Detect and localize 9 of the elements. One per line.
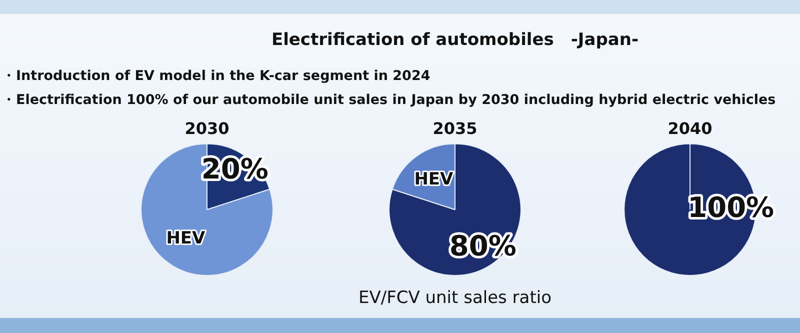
text: EV/FCV unit sales ratio — [357, 288, 553, 308]
slice-label: HEV — [166, 228, 206, 248]
text: Electrification of automobiles -Japan- — [270, 29, 640, 51]
text: ・Electrification 100% of our automobile unit sales in Japan by 2030 including hybrid electric vehicles — [2, 91, 776, 109]
text: ・Introduction of EV model in the K-car segment in 2024 — [2, 67, 430, 85]
chart-title: 2040 — [668, 118, 712, 138]
slice-label: HEV — [414, 170, 454, 190]
chart-title: 2035 — [432, 118, 478, 138]
chart-title: 2030 — [184, 118, 230, 138]
